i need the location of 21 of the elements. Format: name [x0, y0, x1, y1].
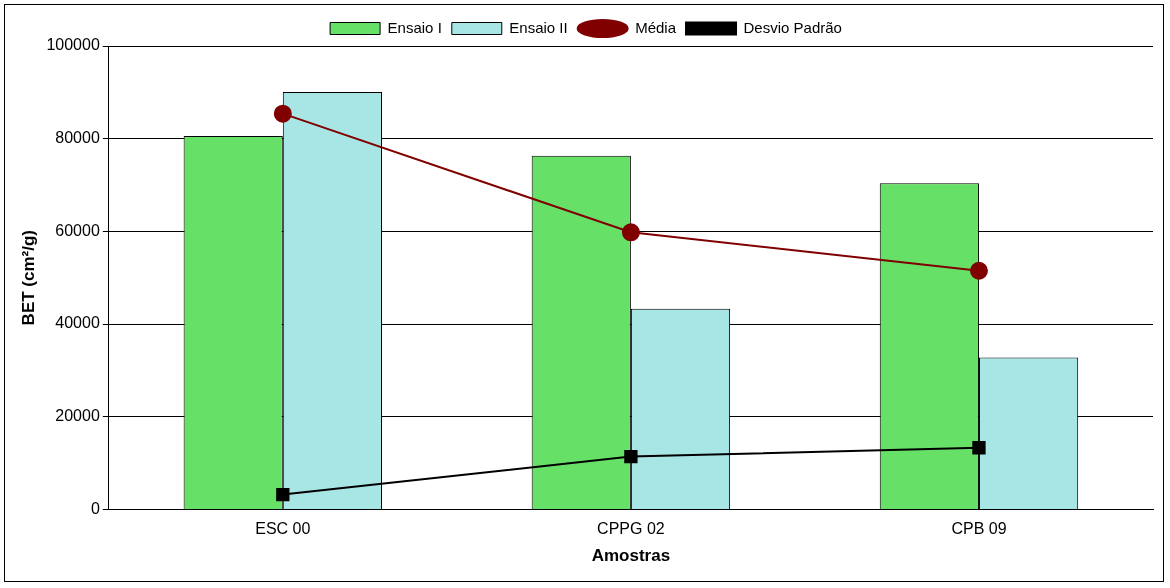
y-tick-label: 60000	[55, 221, 100, 239]
legend-label: Desvio Padrão	[743, 18, 842, 36]
point	[276, 487, 290, 502]
point	[969, 261, 988, 280]
point	[972, 441, 986, 455]
x-axis-title: Amostras	[591, 546, 671, 566]
y-tick-label: 40000	[55, 314, 100, 332]
legend-label: Ensaio I	[387, 18, 442, 36]
legend-label: Ensaio II	[509, 18, 568, 36]
y-tick-label: 80000	[55, 129, 100, 147]
y-tick-label: 20000	[55, 407, 100, 425]
point	[621, 223, 640, 242]
y-tick-label: 100000	[46, 36, 100, 54]
x-tick-label: CPPG 02	[597, 520, 665, 538]
y-axis-title: BET (cm²/g)	[18, 230, 38, 326]
x-tick-label: ESC 00	[255, 520, 311, 538]
point	[624, 449, 638, 464]
y-tick-label: 0	[90, 499, 100, 517]
legend-label: Média	[635, 18, 677, 36]
point	[273, 104, 292, 123]
x-tick-label: CPB 09	[951, 520, 1007, 538]
